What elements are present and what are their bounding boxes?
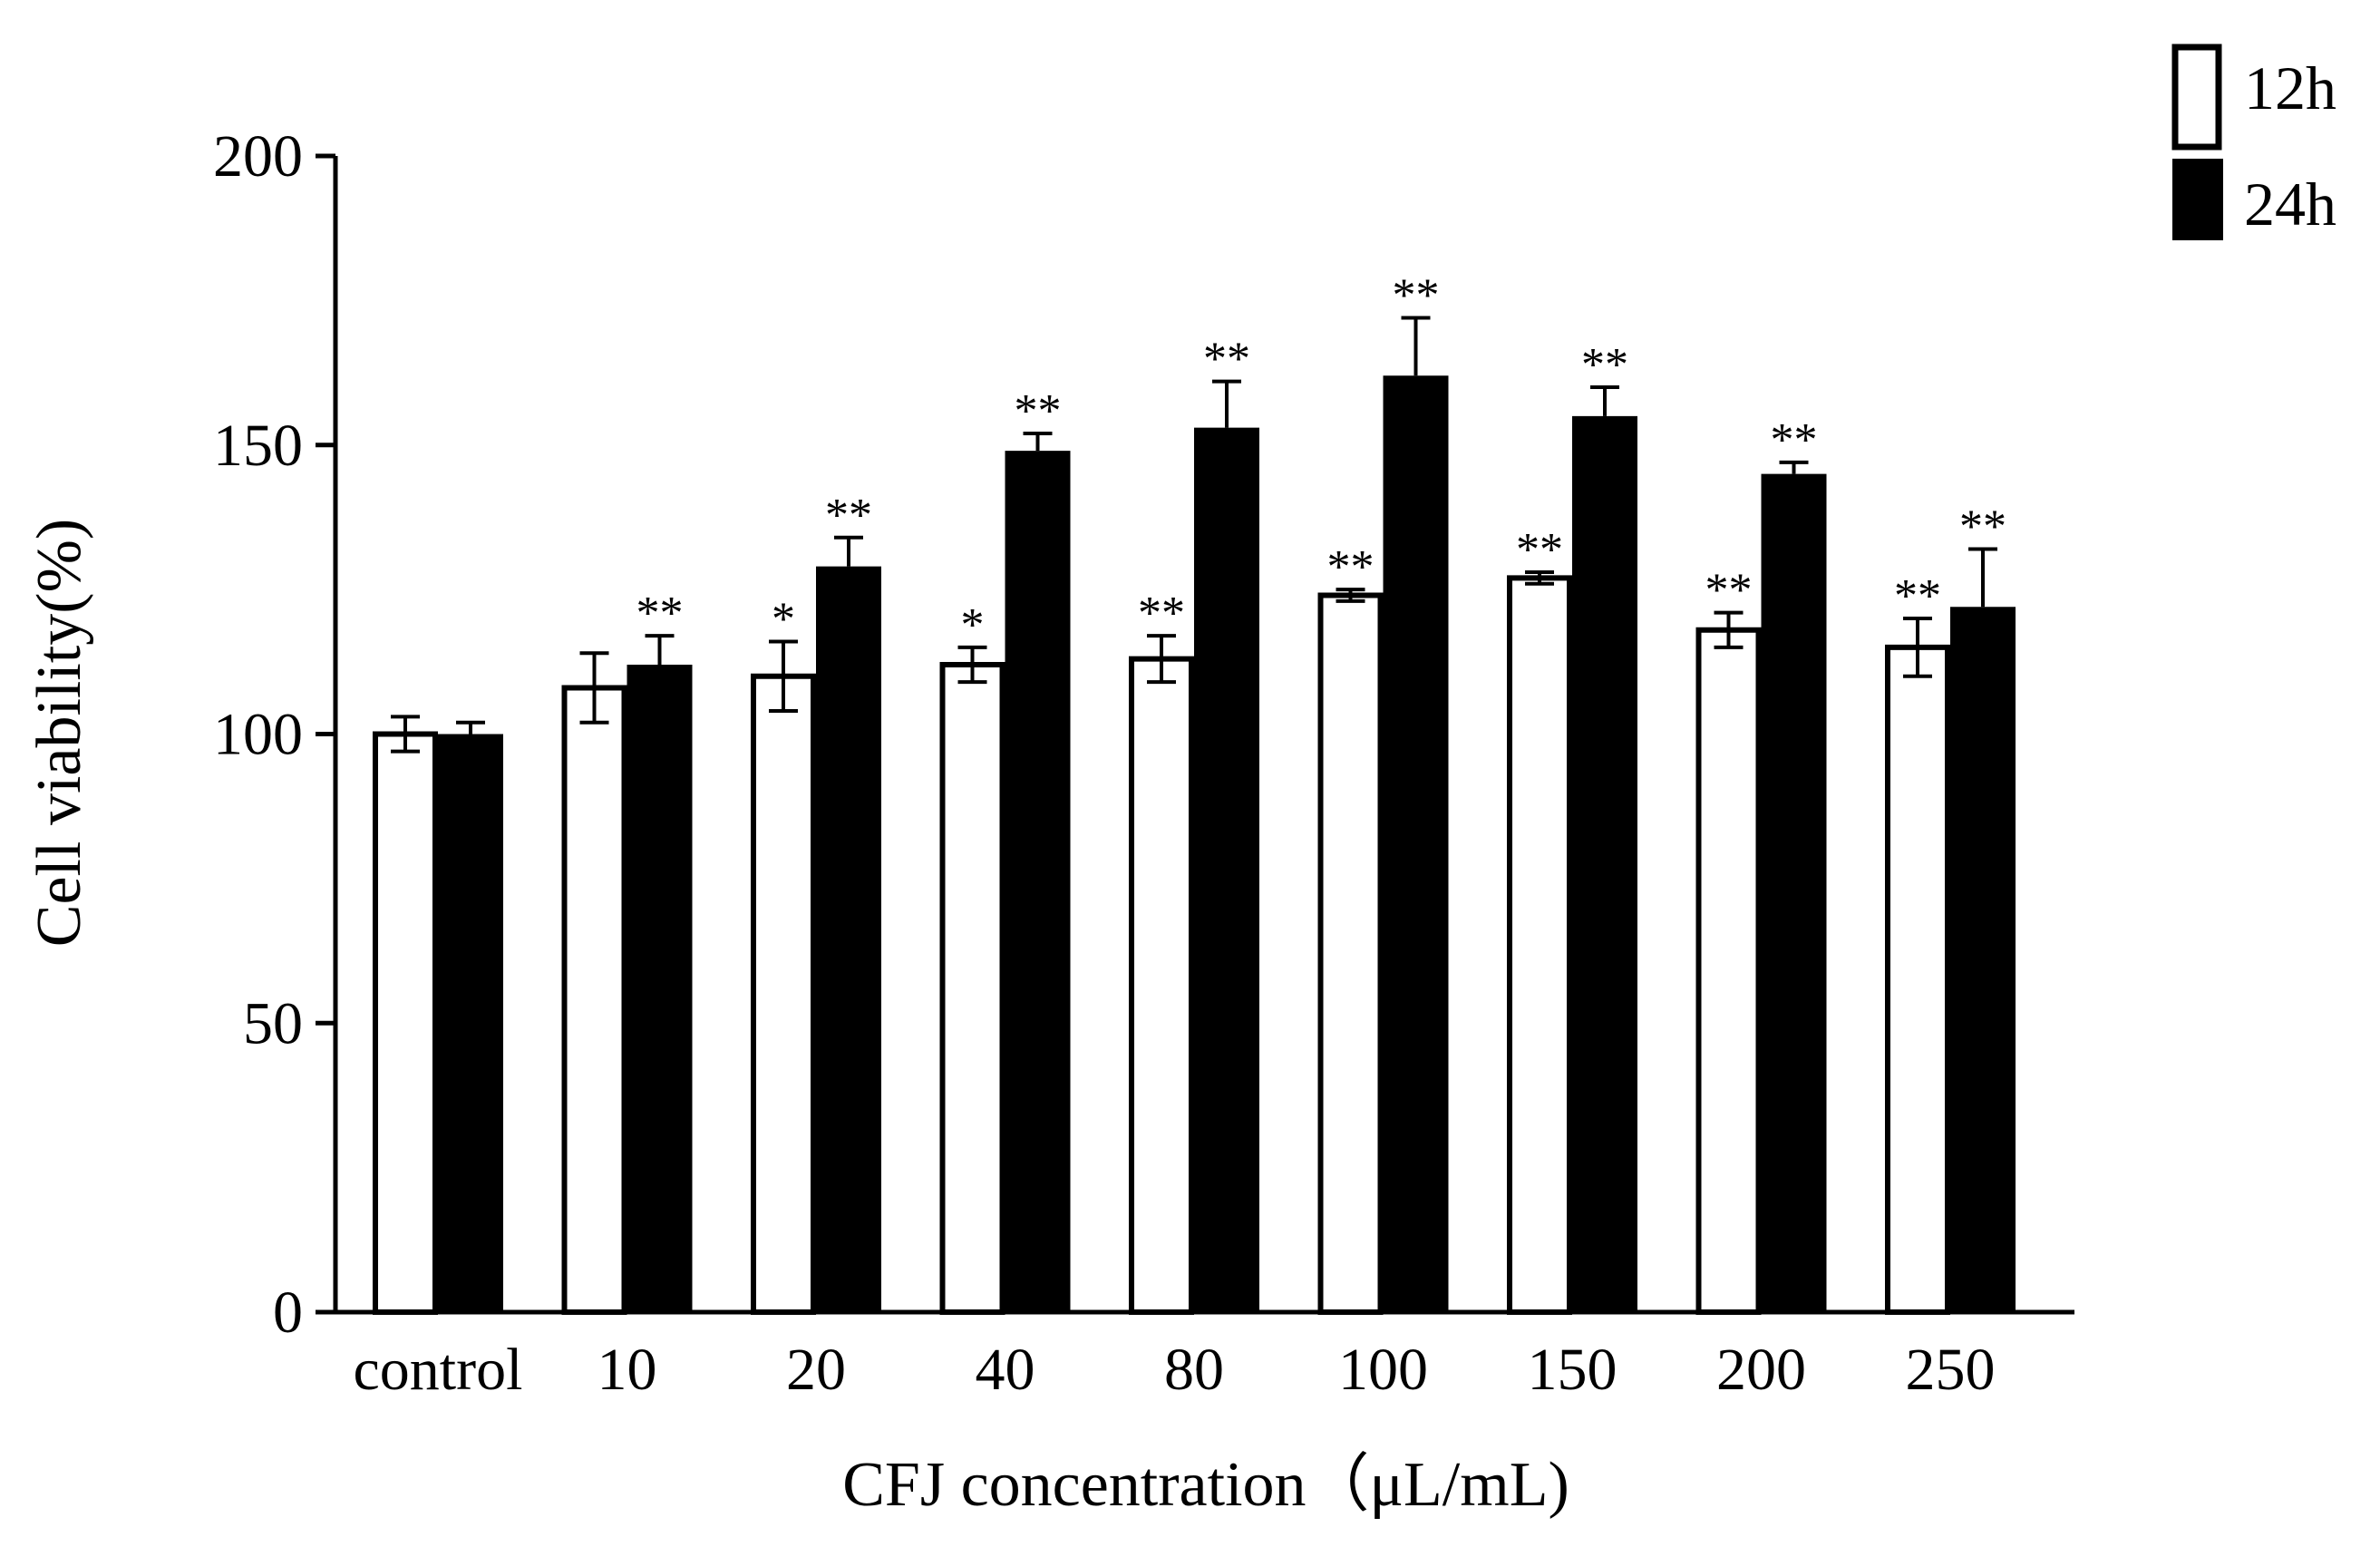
bar-24h-10 bbox=[627, 665, 693, 1312]
x-tick-label-80: 80 bbox=[1164, 1337, 1224, 1403]
x-tick-label-40: 40 bbox=[976, 1337, 1035, 1403]
significance-24h-100: ** bbox=[1393, 270, 1440, 322]
significance-12h-250: ** bbox=[1894, 570, 1941, 622]
significance-12h-100: ** bbox=[1327, 541, 1375, 593]
significance-12h-20: * bbox=[772, 594, 795, 646]
bar-24h-80 bbox=[1194, 427, 1259, 1312]
bar-24h-200 bbox=[1761, 473, 1827, 1312]
bar-12h-control bbox=[373, 731, 438, 1315]
bar-12h-40 bbox=[939, 662, 1005, 1315]
bar-24h-100 bbox=[1383, 375, 1449, 1312]
legend-swatch-24h bbox=[2172, 159, 2223, 240]
bar-24h-control bbox=[438, 734, 503, 1312]
significance-12h-150: ** bbox=[1516, 524, 1563, 576]
x-tick-label-100: 100 bbox=[1338, 1337, 1428, 1403]
y-axis-title: Cell viability(%) bbox=[24, 519, 94, 947]
bar-24h-150 bbox=[1572, 415, 1637, 1312]
significance-24h-20: ** bbox=[825, 490, 872, 541]
x-tick-label-150: 150 bbox=[1528, 1337, 1617, 1403]
legend-label-24h: 24h bbox=[2244, 170, 2336, 238]
x-tick-label-control: control bbox=[354, 1337, 523, 1403]
significance-12h-40: * bbox=[961, 599, 985, 651]
y-axis-ticks: 0 50 100 150 200 bbox=[213, 123, 335, 1346]
significance-24h-200: ** bbox=[1771, 414, 1818, 466]
x-tick-label-200: 200 bbox=[1716, 1337, 1806, 1403]
significance-12h-80: ** bbox=[1138, 588, 1185, 639]
x-axis-title: CFJ concentration（μL/mL) bbox=[842, 1450, 1569, 1520]
bar-12h-150 bbox=[1507, 575, 1572, 1315]
significance-24h-80: ** bbox=[1203, 334, 1250, 385]
legend-label-12h: 12h bbox=[2244, 54, 2336, 122]
bar-24h-20 bbox=[816, 566, 881, 1312]
bar-24h-40 bbox=[1005, 451, 1071, 1312]
significance-24h-250: ** bbox=[1959, 501, 2006, 553]
x-tick-label-20: 20 bbox=[786, 1337, 846, 1403]
bar-12h-100 bbox=[1317, 592, 1384, 1315]
significance-24h-150: ** bbox=[1581, 339, 1628, 391]
bar-12h-20 bbox=[751, 673, 816, 1315]
significance-24h-10: ** bbox=[636, 588, 684, 639]
bar-12h-250 bbox=[1885, 644, 1950, 1315]
significance-markers: ** ************************** bbox=[636, 270, 2007, 651]
bar-12h-200 bbox=[1695, 627, 1762, 1315]
y-tick-label-150: 150 bbox=[213, 413, 303, 479]
bar-24h-250 bbox=[1950, 607, 2016, 1312]
y-tick-label-50: 50 bbox=[243, 990, 303, 1056]
bar-12h-80 bbox=[1129, 656, 1194, 1315]
x-tick-label-250: 250 bbox=[1906, 1337, 1996, 1403]
y-tick-label-200: 200 bbox=[213, 123, 303, 190]
y-tick-label-100: 100 bbox=[213, 702, 303, 768]
legend: 12h 24h bbox=[2171, 44, 2336, 240]
x-tick-label-10: 10 bbox=[597, 1337, 657, 1403]
significance-24h-40: ** bbox=[1015, 385, 1062, 437]
x-axis-tick-labels: control 10 20 40 80 100 150 200 250 bbox=[354, 1337, 1996, 1403]
bar-12h-10 bbox=[561, 685, 627, 1315]
bars-group bbox=[373, 316, 2016, 1315]
y-tick-label-0: 0 bbox=[273, 1279, 303, 1346]
legend-swatch-12h bbox=[2171, 44, 2222, 151]
significance-12h-200: ** bbox=[1705, 565, 1753, 617]
